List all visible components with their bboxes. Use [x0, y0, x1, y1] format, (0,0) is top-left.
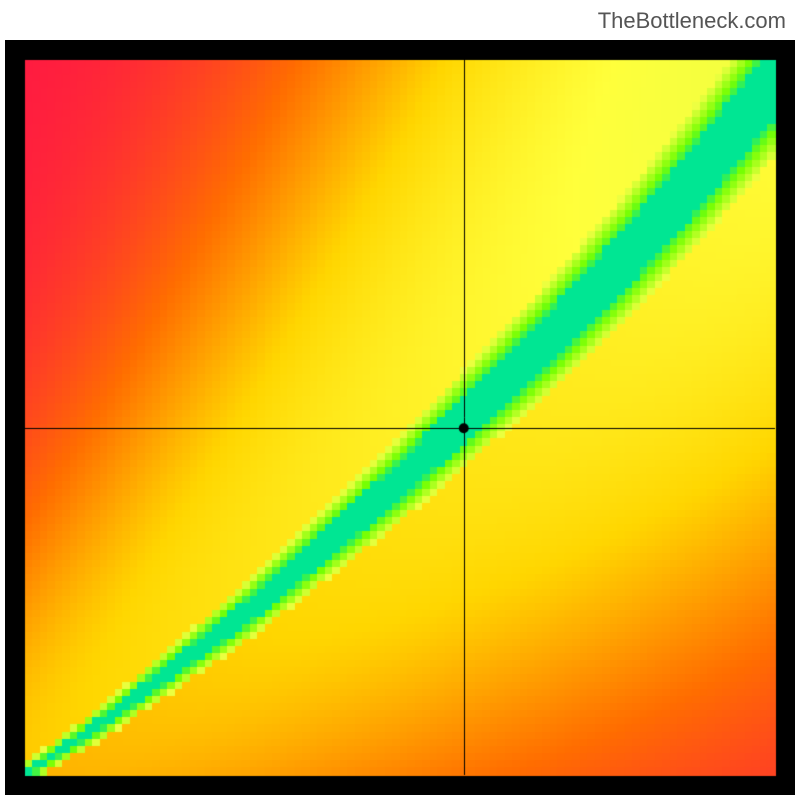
figure-container: TheBottleneck.com: [0, 0, 800, 800]
heatmap-canvas: [5, 40, 795, 795]
plot-background: [5, 40, 795, 795]
watermark-text: TheBottleneck.com: [598, 8, 786, 34]
